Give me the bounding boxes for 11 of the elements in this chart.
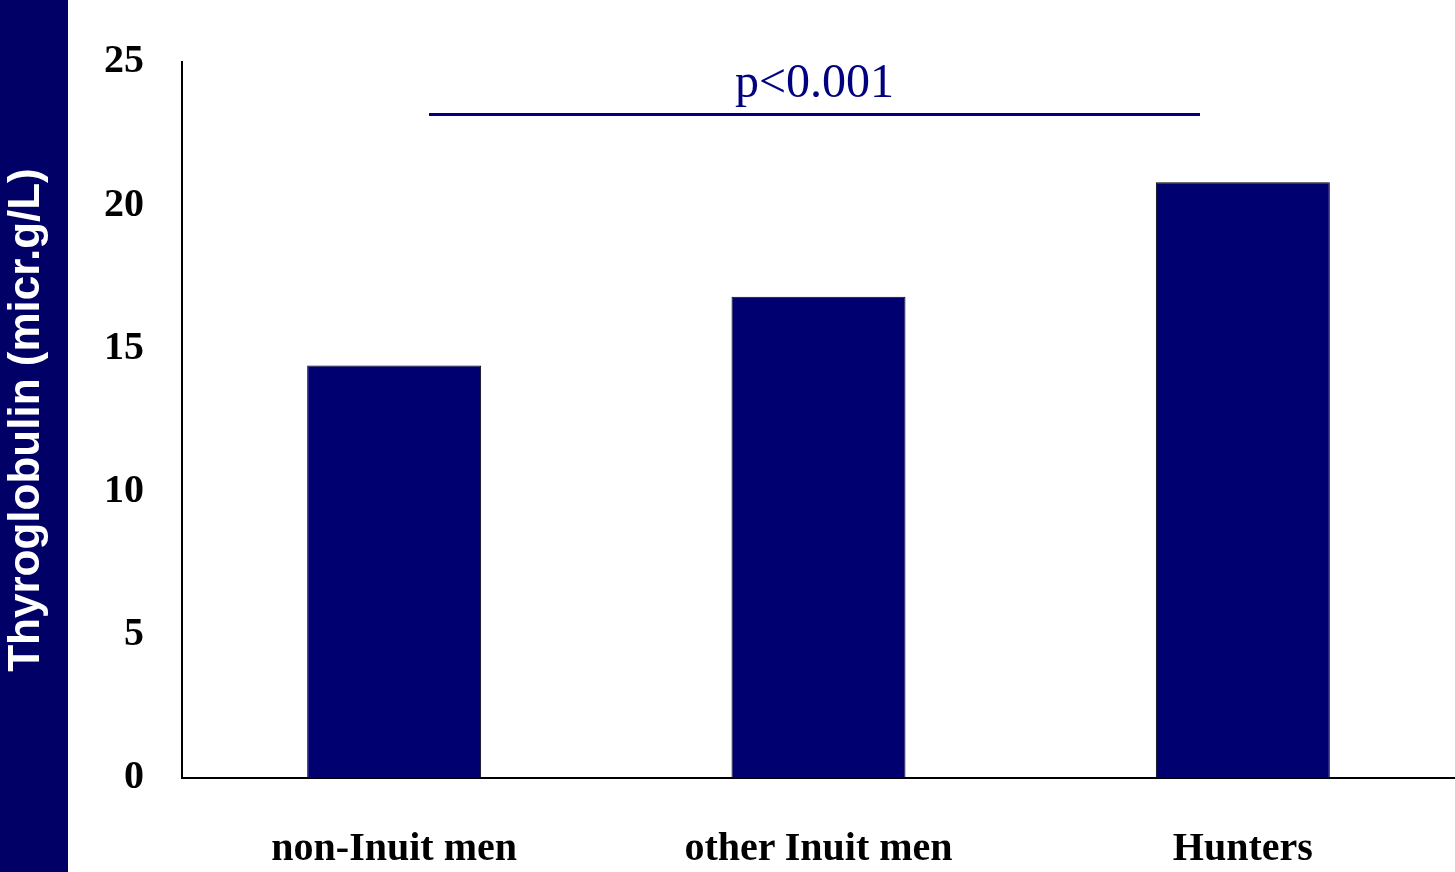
x-tick-label: non-Inuit men bbox=[271, 824, 517, 870]
y-tick-label: 5 bbox=[124, 609, 144, 655]
annotation: p<0.001 bbox=[734, 54, 895, 107]
y-tick-label: 10 bbox=[104, 465, 144, 511]
y-tick-label: 0 bbox=[124, 752, 144, 798]
y-tick-label: 15 bbox=[104, 322, 144, 368]
x-tick-label: other Inuit men bbox=[684, 824, 953, 870]
y-tick-label: 20 bbox=[104, 179, 144, 225]
y-tick-label: 25 bbox=[104, 36, 144, 82]
x-tick-label: Hunters bbox=[1172, 824, 1313, 870]
y-axis-title: Thyroglobulin (micr.g/L) bbox=[0, 168, 48, 672]
